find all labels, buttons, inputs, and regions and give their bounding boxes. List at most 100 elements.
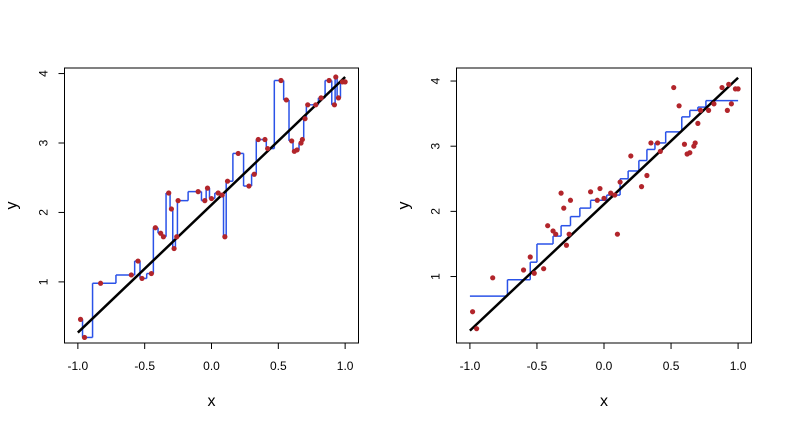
data-point: [235, 150, 241, 157]
x-tick-label: -1.0: [68, 359, 89, 373]
data-point: [567, 197, 574, 203]
data-point: [587, 189, 594, 195]
data-point: [168, 206, 175, 212]
data-point: [671, 84, 677, 91]
data-point: [638, 184, 645, 190]
x-tick-label: 0.0: [203, 359, 220, 373]
data-point: [331, 102, 338, 108]
data-point: [251, 171, 257, 177]
data-point: [302, 116, 308, 122]
data-point: [265, 145, 271, 152]
data-point: [195, 189, 201, 195]
data-point: [655, 140, 661, 146]
data-point: [726, 81, 732, 87]
data-point: [617, 179, 623, 185]
data-point: [175, 198, 181, 204]
data-point: [246, 183, 252, 189]
data-point: [697, 107, 704, 113]
y-axis-title: y: [396, 202, 413, 210]
data-point: [152, 225, 158, 231]
data-point: [545, 223, 551, 229]
data-point: [333, 74, 339, 80]
data-point: [474, 326, 480, 332]
data-point: [174, 234, 180, 240]
data-point: [135, 258, 141, 264]
data-point: [563, 242, 570, 248]
data-point: [255, 136, 261, 143]
data-point: [644, 172, 650, 179]
data-point: [724, 107, 730, 113]
data-point: [289, 138, 295, 144]
x-tick-label: 1.0: [337, 359, 354, 373]
data-point: [208, 195, 215, 202]
data-point: [166, 190, 172, 196]
data-point: [687, 150, 693, 156]
data-point: [77, 316, 84, 322]
data-point: [601, 195, 607, 201]
data-point: [657, 148, 663, 155]
y-tick-label: 2: [37, 209, 51, 216]
data-point: [326, 77, 332, 84]
data-point: [531, 270, 537, 276]
y-tick-label: 4: [429, 77, 443, 84]
data-point: [527, 254, 533, 260]
data-point: [299, 136, 305, 143]
data-point: [711, 101, 717, 107]
true-line: [469, 76, 739, 332]
x-tick-label: 0.0: [596, 359, 613, 373]
data-point: [469, 309, 476, 315]
data-point: [294, 147, 300, 153]
data-point: [219, 192, 225, 198]
data-point: [735, 86, 741, 92]
data-point: [204, 185, 211, 191]
data-point: [335, 95, 342, 101]
data-point: [490, 275, 496, 281]
y-tick-label: 1: [37, 278, 51, 285]
data-point: [222, 234, 228, 240]
data-point: [283, 97, 289, 103]
y-tick-label: 2: [429, 208, 443, 215]
y-tick-label: 1: [429, 273, 443, 280]
data-point: [692, 140, 698, 146]
x-axis-title: x: [208, 393, 216, 410]
data-point: [612, 192, 618, 198]
data-point: [313, 102, 319, 108]
y-axis-title: y: [4, 202, 21, 210]
data-point: [553, 231, 559, 237]
data-point: [318, 95, 324, 101]
x-tick-label: 0.5: [663, 359, 680, 373]
data-point: [614, 231, 621, 237]
data-point: [728, 101, 734, 107]
data-point: [224, 178, 231, 184]
data-point: [139, 275, 145, 282]
data-point: [520, 267, 527, 273]
data-point: [566, 231, 572, 237]
data-point: [597, 185, 603, 192]
data-point: [278, 77, 284, 84]
data-point: [81, 334, 88, 341]
data-point: [541, 266, 547, 272]
x-tick-label: -0.5: [527, 359, 548, 373]
data-point: [561, 205, 567, 211]
x-tick-label: -1.0: [460, 359, 481, 373]
data-point: [202, 198, 208, 204]
data-point: [128, 272, 134, 278]
data-point: [558, 190, 564, 196]
data-point: [342, 79, 348, 85]
data-point: [594, 197, 600, 203]
x-tick-label: -0.5: [134, 359, 155, 373]
data-point: [705, 107, 712, 113]
data-point: [608, 190, 614, 196]
x-tick-label: 1.0: [730, 359, 747, 373]
data-point: [648, 140, 654, 146]
data-point: [97, 280, 104, 286]
true-line: [76, 76, 346, 334]
y-tick-label: 3: [429, 143, 443, 150]
y-tick-label: 3: [37, 139, 51, 146]
data-point: [305, 102, 311, 108]
data-point: [676, 103, 682, 109]
y-tick-label: 4: [37, 70, 51, 77]
data-point: [695, 120, 701, 126]
data-point: [148, 270, 154, 277]
